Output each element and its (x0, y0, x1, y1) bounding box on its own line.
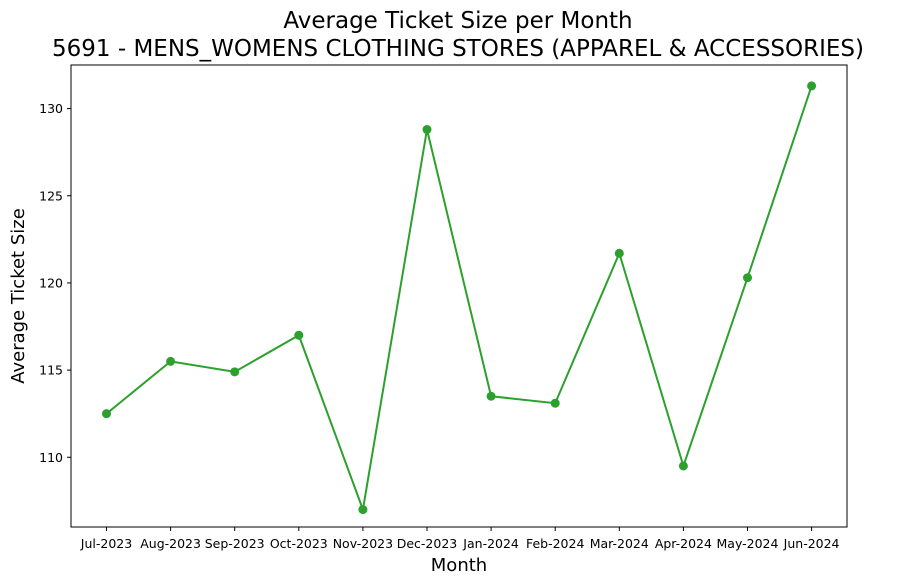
y-tick-label: 115 (39, 363, 63, 378)
series-line (105, 85, 813, 514)
x-tick-label: Feb-2024 (526, 536, 585, 551)
data-point (422, 125, 432, 135)
y-axis-title: Average Ticket Size (8, 208, 29, 384)
x-tick-label: May-2024 (717, 536, 779, 551)
x-tick-label: Jan-2024 (462, 536, 519, 551)
x-tick-label: Apr-2024 (655, 536, 712, 551)
x-tick-label: Jun-2024 (783, 536, 840, 551)
y-axis: 110 115 120 125 130 (39, 101, 71, 465)
x-tick-label: Dec-2023 (397, 536, 458, 551)
x-tick-label: Jul-2023 (80, 536, 132, 551)
x-tick-label: Oct-2023 (270, 536, 328, 551)
y-tick-label: 130 (39, 101, 63, 116)
x-tick-label: Mar-2024 (590, 536, 649, 551)
x-tick-label: Aug-2023 (140, 536, 201, 551)
data-point (358, 505, 368, 515)
data-point (614, 248, 624, 258)
series-points (102, 81, 817, 515)
data-point (230, 367, 240, 377)
data-point (678, 461, 688, 471)
data-point (102, 409, 111, 419)
plot-area (70, 64, 848, 528)
x-axis: Jul-2023 Aug-2023 Sep-2023 Oct-2023 Nov-2023… (80, 527, 840, 551)
y-tick-label: 110 (39, 450, 63, 465)
chart-title: Average Ticket Size per Month (283, 8, 632, 34)
chart-subtitle: 5691 - MENS_WOMENS CLOTHING STORES (APPA… (52, 36, 864, 62)
data-point (166, 356, 176, 366)
x-tick-label: Nov-2023 (333, 536, 393, 551)
data-point (550, 398, 560, 408)
x-axis-title: Month (431, 555, 487, 576)
data-point (486, 391, 496, 401)
x-tick-label: Sep-2023 (205, 536, 265, 551)
y-tick-label: 120 (39, 275, 63, 290)
data-point (294, 330, 304, 340)
data-point (807, 81, 817, 91)
data-point (743, 273, 752, 283)
y-tick-label: 125 (39, 188, 63, 203)
